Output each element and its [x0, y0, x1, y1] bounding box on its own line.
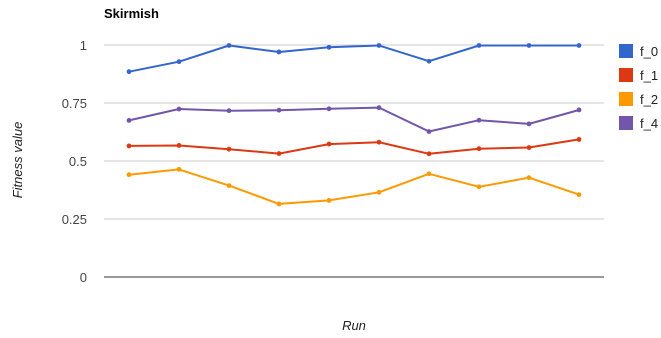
data-point[interactable]: [376, 105, 382, 111]
series-f_1: [126, 137, 582, 157]
data-point[interactable]: [426, 58, 432, 64]
y-tick-label: 0.25: [62, 212, 87, 227]
data-point[interactable]: [526, 121, 532, 127]
legend-label: f_0: [640, 44, 658, 59]
data-point[interactable]: [226, 146, 232, 152]
data-point[interactable]: [476, 184, 482, 190]
legend-item[interactable]: f_0: [619, 44, 658, 59]
data-point[interactable]: [576, 43, 582, 48]
data-point[interactable]: [326, 44, 332, 50]
data-point[interactable]: [176, 166, 182, 172]
data-point[interactable]: [376, 139, 382, 145]
legend-swatch: [619, 68, 633, 82]
data-point[interactable]: [326, 106, 332, 112]
data-point[interactable]: [476, 117, 482, 123]
legend-swatch: [619, 116, 633, 130]
data-point[interactable]: [276, 201, 282, 207]
legend-swatch: [619, 44, 633, 58]
y-axis-label: Fitness value: [10, 122, 25, 199]
data-point[interactable]: [126, 69, 132, 75]
data-point[interactable]: [326, 198, 332, 203]
data-point[interactable]: [176, 59, 182, 65]
data-point[interactable]: [526, 43, 532, 48]
data-point[interactable]: [276, 107, 282, 113]
legend-item[interactable]: f_1: [619, 68, 658, 83]
legend: f_0 f_1 f_2 f_4: [619, 44, 658, 131]
y-tick-label: 0.75: [62, 96, 87, 111]
chart-title: Skirmish: [104, 6, 159, 21]
series-lines: [126, 43, 582, 207]
data-point[interactable]: [526, 175, 532, 181]
data-point[interactable]: [426, 129, 432, 134]
legend-item[interactable]: f_2: [619, 92, 658, 107]
y-tick-labels: 0 0.25 0.5 0.75 1: [62, 38, 87, 285]
data-point[interactable]: [126, 172, 132, 178]
legend-label: f_4: [640, 116, 658, 131]
legend-swatch: [619, 92, 633, 106]
y-tick-label: 0: [80, 270, 87, 285]
data-point[interactable]: [476, 146, 482, 152]
data-point[interactable]: [276, 49, 282, 55]
series-line: [128, 44, 579, 73]
data-point[interactable]: [326, 141, 332, 147]
data-point[interactable]: [126, 118, 132, 123]
y-tick-label: 0.5: [69, 154, 87, 169]
data-point[interactable]: [126, 143, 132, 149]
gridlines: [104, 44, 604, 278]
series-f_2: [126, 166, 582, 207]
data-point[interactable]: [176, 143, 182, 148]
series-f_0: [126, 43, 582, 75]
data-point[interactable]: [226, 108, 232, 114]
data-point[interactable]: [526, 145, 532, 150]
x-axis-label: Run: [342, 318, 366, 333]
data-point[interactable]: [376, 189, 382, 195]
legend-label: f_1: [640, 68, 658, 83]
legend-label: f_2: [640, 92, 658, 107]
data-point[interactable]: [576, 137, 582, 142]
series-line: [128, 106, 580, 133]
data-point[interactable]: [476, 43, 482, 48]
series-f_4: [126, 105, 582, 134]
series-line: [128, 138, 580, 155]
data-point[interactable]: [376, 43, 382, 48]
data-point[interactable]: [426, 151, 432, 157]
data-point[interactable]: [276, 151, 282, 156]
data-point[interactable]: [426, 171, 432, 177]
y-tick-label: 1: [80, 38, 87, 53]
data-point[interactable]: [576, 192, 582, 198]
data-point[interactable]: [226, 183, 232, 188]
series-line: [128, 168, 580, 205]
legend-item[interactable]: f_4: [619, 116, 658, 131]
data-point[interactable]: [576, 107, 582, 113]
data-point[interactable]: [176, 106, 182, 112]
data-point[interactable]: [226, 43, 232, 48]
